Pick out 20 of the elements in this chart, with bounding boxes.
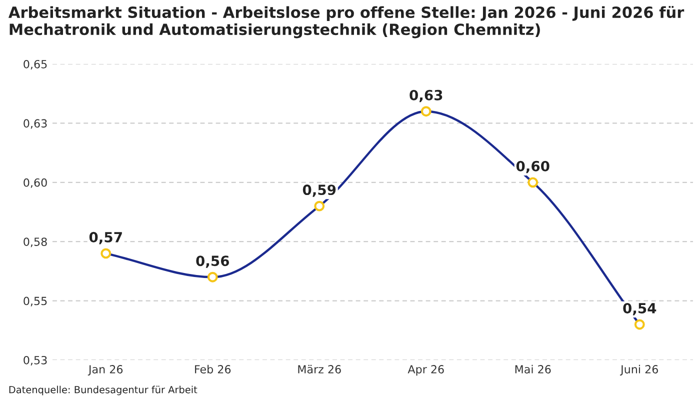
x-tick-label: März 26: [298, 364, 341, 374]
y-tick-label: 0,60: [24, 178, 47, 188]
x-tick-label: Feb 26: [195, 364, 231, 374]
y-tick-label: 0,65: [24, 60, 47, 70]
data-label: 0,56: [196, 256, 230, 268]
x-tick-label: Juni 26: [620, 364, 658, 376]
data-label: 0,60: [516, 160, 550, 174]
x-tick-label: Mai 26: [515, 364, 551, 374]
data-label: 0,59: [302, 184, 336, 197]
y-tick-label: 0,63: [24, 119, 47, 129]
y-tick-label: 0,55: [24, 296, 47, 306]
chart-title: Arbeitsmarkt Situation - Arbeitslose pro offene Stelle: Jan 2026 - Juni 2026 für Mechatronik und Automatisierungstechnik (Region Chemnitz): [8, 6, 684, 38]
x-tick-label: Jan 26: [88, 365, 123, 376]
text: Datenquelle: Bundesagentur für Arbeit: [9, 386, 198, 396]
data-label: 0,54: [623, 302, 656, 316]
data-label: 0,63: [410, 90, 442, 102]
y-tick-label: 0,53: [24, 356, 47, 366]
y-tick-label: 0,58: [24, 238, 47, 248]
data-label: 0,57: [89, 232, 122, 244]
x-tick-label: Apr 26: [408, 365, 444, 376]
